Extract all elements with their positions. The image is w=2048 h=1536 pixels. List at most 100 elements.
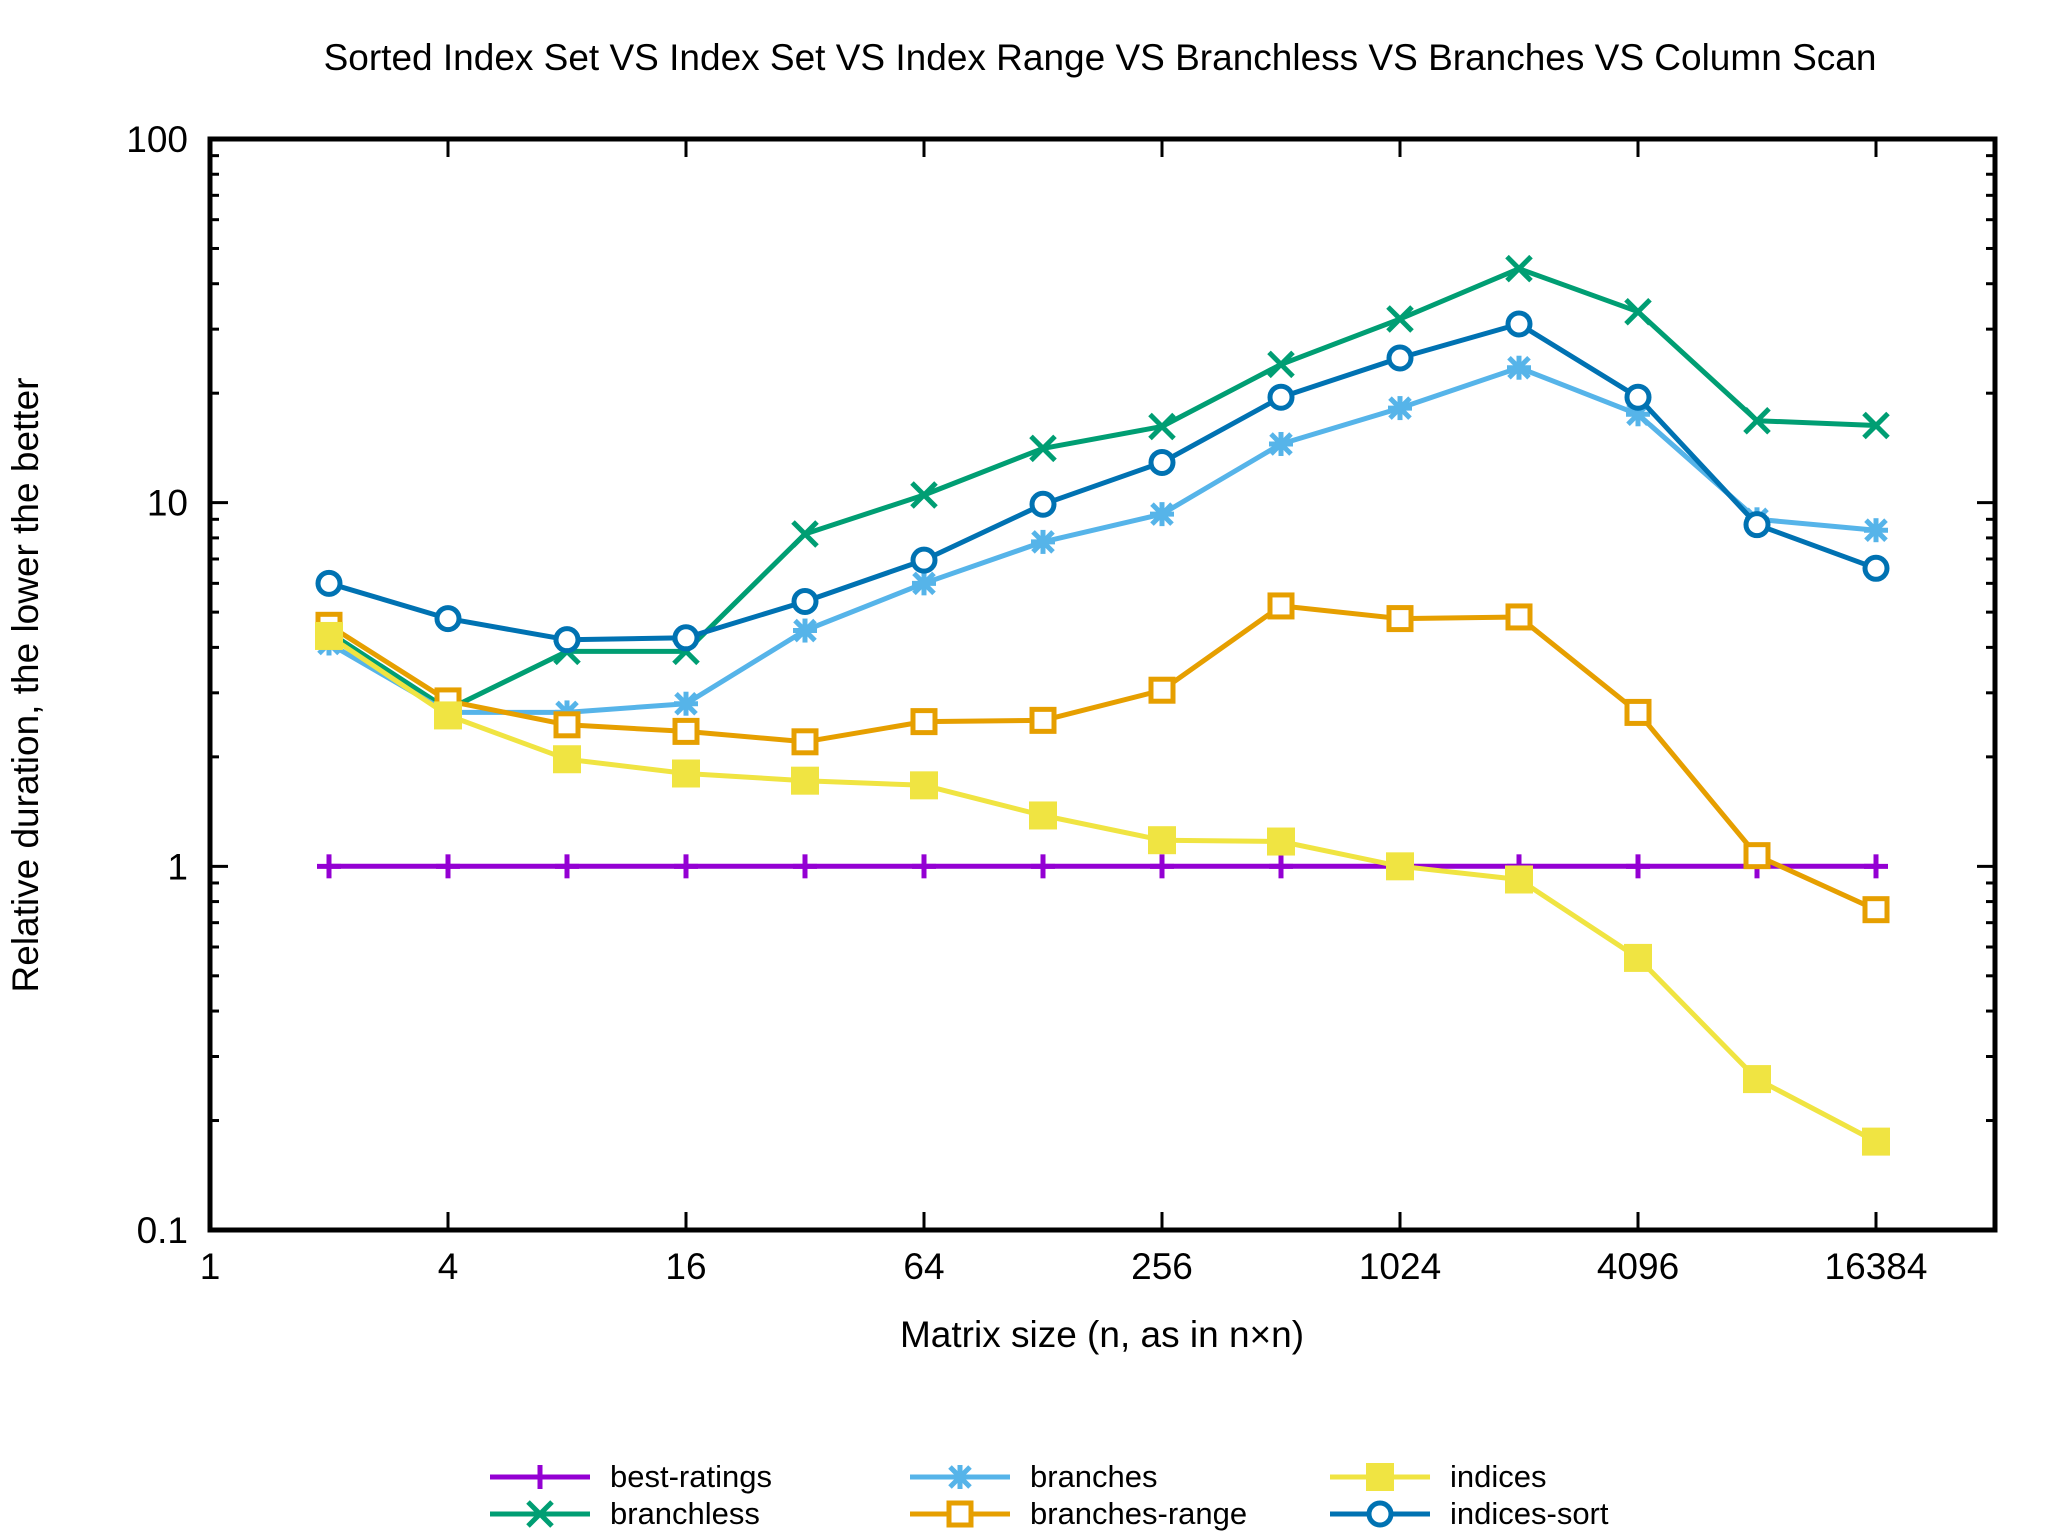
legend-label: best-ratings [610,1459,772,1494]
data-point-branches [1150,502,1174,527]
marker-shape [1386,344,1414,372]
data-point-indices-sort [1624,383,1652,411]
marker-shape [1862,554,1890,582]
data-point-indices-sort [1267,383,1295,411]
marker-stroke [910,481,938,509]
data-point-indices-sort [1029,490,1057,518]
marker-shape [1267,592,1295,620]
data-point-branches-range [1029,706,1057,734]
data-point-indices [1743,1065,1771,1094]
marker-shape [1743,842,1771,870]
data-point-best-ratings [1031,854,1055,879]
legend-label: branches-range [1030,1496,1247,1531]
marker-shape [1029,490,1057,518]
marker-stroke [1624,297,1652,326]
series-indices-sort [315,310,1890,654]
legend-item-branches: branches [910,1459,1158,1494]
marker-stroke [1029,434,1057,463]
marker-stroke [1148,412,1176,441]
marker-shape [315,569,343,597]
series-line-indices-sort [328,321,1877,643]
y-tick-label: 0.1 [137,1210,188,1251]
data-point-indices [1386,852,1414,881]
series-branchless [315,254,1890,724]
data-point-best-ratings [436,854,460,879]
data-point-branches-range [553,711,581,739]
marker-shape [1505,310,1533,338]
legend-swatch-marker [1366,1463,1394,1491]
data-point-indices-sort [910,546,938,574]
data-point-indices-sort [1386,344,1414,372]
legend-swatch-marker [946,1500,974,1528]
data-point-indices [553,745,581,774]
x-tick-label: 4 [438,1246,459,1287]
marker-shape [1624,943,1652,972]
data-point-best-ratings [317,854,341,879]
data-point-branches-range [1386,605,1414,633]
data-point-indices [1862,1127,1890,1156]
marker-shape [791,766,819,795]
marker-shape [1366,1500,1394,1528]
data-point-branches-range [791,728,819,756]
data-point-indices-sort [791,587,819,615]
series-line-branches-range [327,603,1878,912]
marker-shape [1743,511,1771,539]
legend-swatch-marker [528,1465,552,1489]
data-point-indices-sort [434,605,462,633]
marker-shape [1386,605,1414,633]
marker-shape [791,587,819,615]
marker-shape [1505,603,1533,631]
data-point-branchless [910,481,938,509]
marker-shape [1386,852,1414,881]
series-indices [315,621,1890,1156]
data-point-best-ratings [674,854,698,879]
marker-shape [1862,896,1890,924]
marker-shape [1267,827,1295,856]
legend-item-indices: indices [1330,1459,1547,1494]
data-point-indices [1029,801,1057,830]
marker-stroke [1269,432,1293,456]
marker-stroke [1386,305,1414,333]
data-point-indices [672,759,700,788]
marker-shape [553,745,581,774]
x-tick-label: 256 [1131,1246,1193,1287]
data-point-indices-sort [1743,511,1771,539]
legend-swatch-marker [526,1500,554,1528]
data-point-branches-range [1862,896,1890,924]
legend-item-branchless: branchless [490,1496,760,1531]
marker-stroke [791,520,819,548]
marker-shape [910,546,938,574]
marker-stroke [1388,396,1412,420]
marker-shape [1743,1065,1771,1094]
plot-frame [207,136,1998,1233]
data-point-branches [793,618,817,643]
marker-shape [672,759,700,788]
data-point-indices [1148,826,1176,855]
y-axis-label: Relative duration, the lower the better [5,378,46,993]
data-point-branches [1388,396,1412,421]
marker-shape [1624,698,1652,726]
marker-shape [1148,826,1176,855]
marker-shape [1029,706,1057,734]
marker-shape [910,708,938,736]
x-tick-label: 1024 [1359,1246,1441,1287]
series-line-branches [327,365,1877,715]
x-axis-label: Matrix size (n, as in n×n) [900,1314,1304,1355]
marker-stroke [1743,406,1771,435]
marker-shape [434,701,462,730]
data-point-branchless [1267,350,1295,379]
marker-stroke [1150,502,1174,526]
data-point-branches-range [1148,676,1176,704]
marker-stroke [1507,355,1531,380]
legend-label: branchless [610,1496,760,1531]
marker-stroke [674,691,698,716]
data-point-indices-sort [1505,310,1533,338]
data-point-branchless [1148,412,1176,441]
marker-stroke [912,571,936,596]
data-point-indices-sort [1148,448,1176,476]
marker-shape [1029,801,1057,830]
legend-item-best-ratings: best-ratings [490,1459,772,1494]
marker-shape [1624,383,1652,411]
data-point-indices [1505,865,1533,894]
